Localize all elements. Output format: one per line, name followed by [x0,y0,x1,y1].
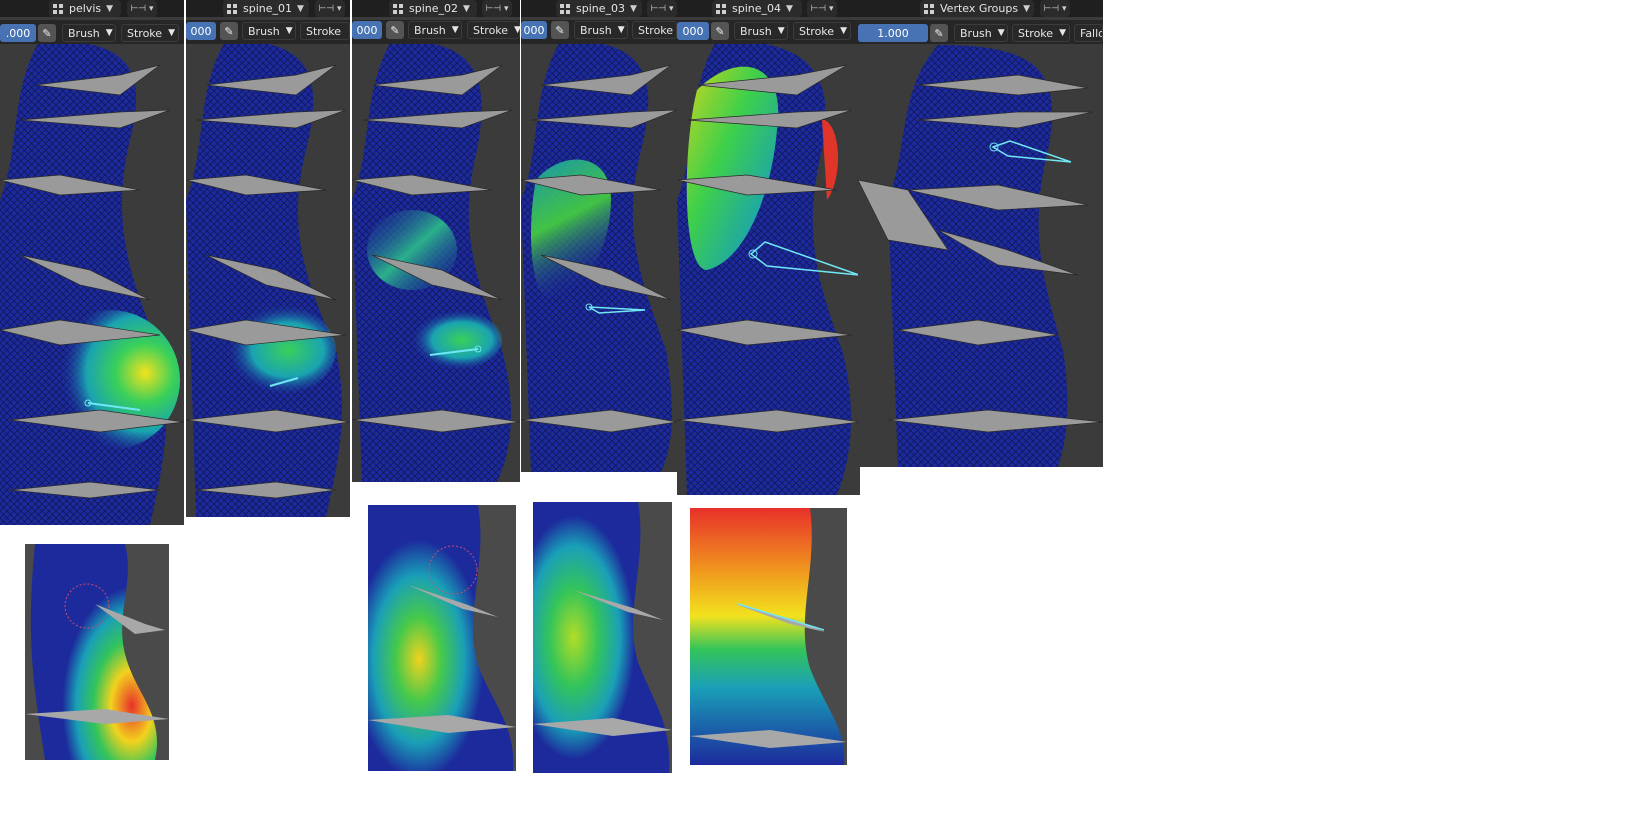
weight-preview-render [368,505,516,771]
brush-menu[interactable]: Brush ▼ [574,21,628,39]
weight-preview-3 [533,502,672,773]
stroke-menu[interactable]: Stroke [300,22,350,40]
weight-preview-render [25,544,169,760]
chevron-down-icon: ▼ [285,26,293,36]
brush-menu[interactable]: Brush ▼ [734,22,788,40]
weight-preview-render [690,508,847,765]
weight-field[interactable]: 000 [521,21,547,39]
chevron-down-icon: ▼ [786,3,793,14]
brush-menu[interactable]: Brush ▼ [408,21,462,39]
weight-field[interactable]: .000 [0,24,36,42]
vertex-group-label: spine_01 [243,2,293,15]
falloff-menu[interactable]: Fallo [1074,24,1103,42]
viewport-panel-spine-01[interactable]: spine_01 ▼ ⊢⊣ ▾ 000 ✎ Brush ▼ Stroke [186,0,350,517]
bone-menu[interactable]: ⊢⊣ ▾ [807,0,837,17]
vertex-group-label: spine_03 [576,2,626,15]
vertex-group-icon [393,3,403,14]
bone-menu[interactable]: ⊢⊣ ▾ [482,0,512,17]
vertex-group-icon [924,3,934,14]
pen-pressure-icon[interactable]: ✎ [930,24,948,42]
viewport-panel-pelvis[interactable]: pelvis ▼ ⊢⊣ ▾ .000 ✎ Brush ▼ Stroke ▼ [0,0,184,525]
chevron-down-icon: ▼ [1059,28,1066,38]
viewport-panel-vertex-groups[interactable]: Vertex Groups ▼ ⊢⊣ ▾ 1.000 ✎ Brush ▼ Stro… [858,0,1103,467]
vertex-group-selector[interactable]: Vertex Groups ▼ [920,0,1034,17]
chevron-down-icon: ▼ [514,25,520,35]
vertex-group-label: Vertex Groups [940,2,1019,15]
pen-pressure-icon[interactable]: ✎ [551,21,569,39]
chevron-down-icon: ▼ [106,3,114,14]
weight-field[interactable]: 1.000 [858,24,928,42]
weight-preview-4 [690,508,847,765]
viewport-scene [521,0,677,472]
viewport-scene [0,0,184,525]
vertex-group-selector[interactable]: spine_01 ▼ [223,0,309,17]
chevron-down-icon: ▼ [463,3,470,14]
vertex-group-label: pelvis [69,2,102,15]
stroke-menu[interactable]: Stroke ▼ [121,24,179,42]
viewport-scene [677,0,860,495]
stroke-menu[interactable]: Stroke ▼ [1012,24,1070,42]
viewport-panel-spine-03[interactable]: spine_03 ▼ ⊢⊣ ▾ 000 ✎ Brush ▼ Stroke [521,0,677,472]
chevron-down-icon: ▼ [777,26,785,36]
chevron-down-icon: ▼ [617,25,625,35]
pen-pressure-icon[interactable]: ✎ [386,21,404,39]
viewport-scene [186,0,350,517]
chevron-down-icon: ▼ [168,28,175,38]
viewport-panel-spine-04[interactable]: spine_04 ▼ ⊢⊣ ▾ 000 ✎ Brush ▼ Stroke ▼ [677,0,860,495]
weight-preview-2 [368,505,516,771]
viewport-panel-spine-02[interactable]: spine_02 ▼ ⊢⊣ ▾ 000 ✎ Brush ▼ Stroke ▼ [352,0,520,482]
vertex-group-selector[interactable]: spine_04 ▼ [712,0,802,17]
bone-menu[interactable]: ⊢⊣ ▾ [315,0,345,17]
chevron-down-icon: ▼ [840,26,847,36]
bone-menu[interactable]: ⊢⊣ ▾ [647,0,677,17]
chevron-down-icon: ▼ [451,25,459,35]
chevron-down-icon: ▼ [630,3,637,14]
stroke-menu[interactable]: Stroke [632,21,677,39]
weight-field[interactable]: 000 [352,21,382,39]
vertex-group-icon [716,3,726,14]
viewport-scene [858,0,1103,467]
bone-menu[interactable]: ⊢⊣ ▾ [127,0,157,17]
vertex-group-icon [227,3,237,14]
weight-preview-1 [25,544,169,760]
vertex-group-selector[interactable]: spine_03 ▼ [556,0,642,17]
weight-field[interactable]: 000 [186,22,216,40]
vertex-group-selector[interactable]: pelvis ▼ [49,0,121,17]
vertex-group-icon [53,3,63,14]
pen-pressure-icon[interactable]: ✎ [220,22,238,40]
brush-menu[interactable]: Brush ▼ [242,22,296,40]
chevron-down-icon: ▼ [1023,3,1030,14]
stroke-menu[interactable]: Stroke ▼ [793,22,851,40]
chevron-down-icon: ▼ [997,28,1005,38]
vertex-group-selector[interactable]: spine_02 ▼ [389,0,477,17]
vertex-group-icon [560,3,570,14]
weight-field[interactable]: 000 [677,22,709,40]
chevron-down-icon: ▼ [105,28,113,38]
bone-menu[interactable]: ⊢⊣ ▾ [1040,0,1070,17]
chevron-down-icon: ▼ [297,3,304,14]
vertex-group-label: spine_04 [732,2,782,15]
pen-pressure-icon[interactable]: ✎ [711,22,729,40]
stroke-menu[interactable]: Stroke ▼ [467,21,520,39]
viewport-scene [352,0,520,482]
vertex-group-label: spine_02 [409,2,459,15]
pen-pressure-icon[interactable]: ✎ [38,24,56,42]
brush-menu[interactable]: Brush ▼ [62,24,116,42]
weight-preview-render [533,502,672,773]
brush-menu[interactable]: Brush ▼ [954,24,1008,42]
